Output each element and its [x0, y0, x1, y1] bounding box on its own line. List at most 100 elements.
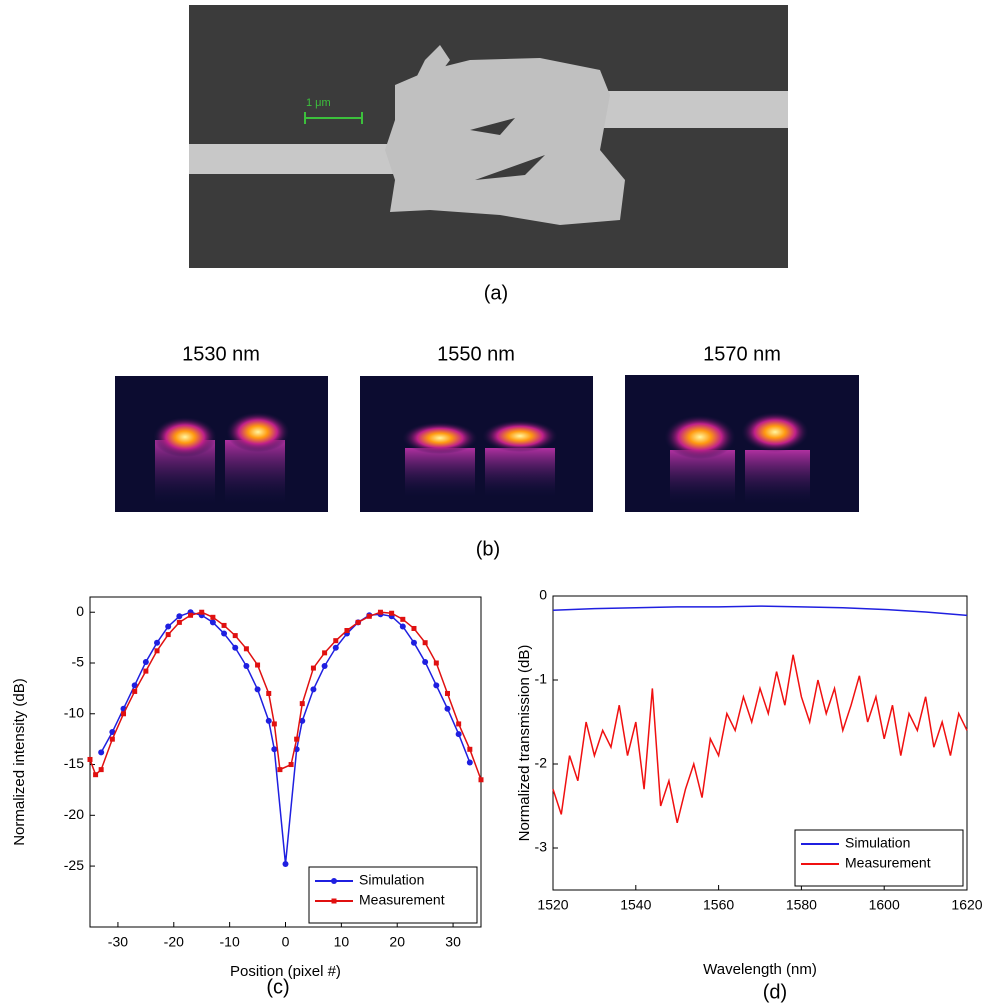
point	[456, 721, 462, 727]
y-tick-label: -20	[64, 806, 84, 822]
point	[221, 622, 227, 628]
legend-box	[308, 866, 478, 924]
point	[399, 623, 406, 630]
point	[271, 721, 277, 727]
point	[377, 609, 383, 615]
point	[321, 663, 328, 670]
panel-label: (b)	[476, 538, 500, 560]
point	[255, 662, 261, 668]
y-axis-title: Normalized intensity (dB)	[11, 678, 28, 846]
scale-bar-label: 1 μm	[306, 97, 331, 109]
point	[288, 762, 294, 768]
point	[243, 663, 250, 670]
panel-label: (d)	[763, 981, 787, 1003]
point	[282, 861, 289, 868]
point	[121, 711, 127, 717]
y-tick-label: -15	[64, 755, 84, 771]
point	[422, 658, 429, 665]
y-axis-title: Normalized transmission (dB)	[516, 645, 533, 842]
point	[221, 630, 228, 637]
x-tick-label: 1540	[620, 897, 651, 913]
point	[243, 646, 249, 652]
x-tick-label: 1520	[537, 897, 568, 913]
legend-label: Measurement	[359, 892, 445, 908]
y-tick-label: 0	[76, 603, 84, 619]
point	[355, 619, 361, 625]
wavelength-label: 1530 nm	[182, 343, 260, 365]
point	[265, 717, 272, 724]
x-tick-label: 1560	[703, 897, 734, 913]
point	[433, 682, 440, 689]
point	[444, 690, 450, 696]
x-tick-label: 1600	[869, 897, 900, 913]
x-tick-label: 1580	[786, 897, 817, 913]
point	[466, 759, 473, 766]
x-tick-label: 1620	[951, 897, 982, 913]
point	[333, 638, 339, 644]
point	[299, 701, 305, 707]
point	[87, 756, 93, 762]
x-tick-label: 20	[389, 934, 405, 950]
point	[433, 660, 439, 666]
point	[344, 628, 350, 634]
point	[400, 616, 406, 622]
point	[209, 619, 216, 626]
y-tick-label: -2	[535, 755, 548, 771]
plot-frame	[552, 595, 968, 891]
legend-label: Simulation	[845, 835, 910, 851]
point	[154, 639, 161, 646]
wavelength-label: 1550 nm	[437, 343, 515, 365]
point	[444, 705, 451, 712]
point	[332, 644, 339, 651]
point	[411, 625, 417, 631]
point	[232, 633, 238, 639]
point	[143, 668, 149, 674]
point	[176, 613, 183, 620]
point	[254, 686, 261, 693]
point	[154, 648, 160, 654]
point	[389, 610, 395, 616]
point	[322, 650, 328, 656]
mode-images	[115, 375, 859, 512]
point	[467, 746, 473, 752]
point	[299, 717, 306, 724]
point	[455, 731, 462, 738]
y-tick-label: -25	[64, 857, 84, 873]
point	[176, 619, 182, 625]
point	[271, 746, 278, 753]
point	[188, 612, 194, 618]
point	[165, 623, 172, 630]
point	[98, 749, 105, 756]
point	[199, 609, 205, 615]
panel-label: (c)	[266, 976, 289, 998]
point	[109, 736, 115, 742]
legend-marker	[331, 878, 337, 884]
x-tick-label: -10	[220, 934, 240, 950]
point	[422, 640, 428, 646]
x-tick-label: 10	[334, 934, 350, 950]
point	[310, 686, 317, 693]
point	[131, 682, 138, 689]
x-tick-label: 30	[445, 934, 461, 950]
point	[277, 767, 283, 773]
x-axis-title: Wavelength (nm)	[703, 961, 817, 978]
point	[142, 658, 149, 665]
panel-label: (a)	[484, 282, 508, 304]
point	[310, 665, 316, 671]
wavelength-label: 1570 nm	[703, 343, 781, 365]
point	[210, 614, 216, 620]
point	[132, 688, 138, 694]
y-tick-label: -3	[535, 839, 548, 855]
x-axis-title: Position (pixel #)	[230, 963, 341, 980]
legend-label: Measurement	[845, 855, 931, 871]
point	[165, 632, 171, 638]
point	[366, 613, 372, 619]
point	[266, 690, 272, 696]
legend-label: Simulation	[359, 872, 424, 888]
point	[98, 767, 104, 773]
y-tick-label: 0	[539, 587, 547, 603]
x-tick-label: -30	[108, 934, 128, 950]
series-line	[552, 654, 968, 823]
point	[232, 644, 239, 651]
